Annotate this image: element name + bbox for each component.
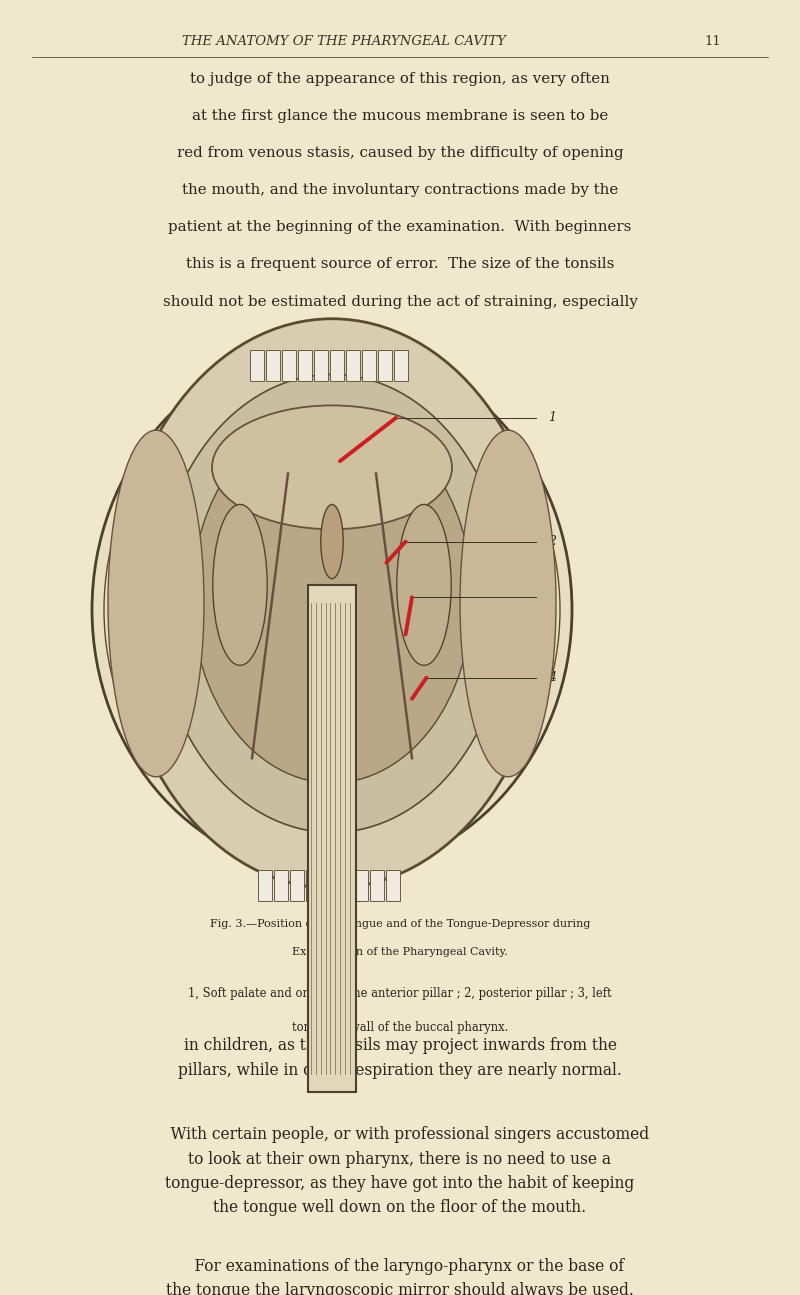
FancyBboxPatch shape: [322, 870, 335, 900]
Ellipse shape: [212, 405, 452, 530]
FancyBboxPatch shape: [378, 350, 391, 381]
Text: For examinations of the laryngo-pharynx or the base of
the tongue the laryngosco: For examinations of the laryngo-pharynx …: [166, 1257, 634, 1295]
Ellipse shape: [192, 412, 472, 783]
FancyBboxPatch shape: [290, 870, 303, 900]
FancyBboxPatch shape: [394, 350, 407, 381]
Ellipse shape: [156, 374, 508, 833]
FancyBboxPatch shape: [386, 870, 399, 900]
Ellipse shape: [460, 430, 556, 777]
Ellipse shape: [108, 430, 204, 777]
Ellipse shape: [92, 344, 572, 874]
Text: 1: 1: [548, 412, 556, 425]
Text: should not be estimated during the act of straining, especially: should not be estimated during the act o…: [162, 295, 638, 308]
FancyBboxPatch shape: [308, 585, 356, 1093]
FancyBboxPatch shape: [282, 350, 295, 381]
Text: patient at the beginning of the examination.  With beginners: patient at the beginning of the examinat…: [168, 220, 632, 234]
Ellipse shape: [116, 319, 548, 888]
Text: 2: 2: [548, 535, 556, 548]
FancyBboxPatch shape: [314, 350, 327, 381]
FancyBboxPatch shape: [354, 870, 367, 900]
FancyBboxPatch shape: [274, 870, 287, 900]
Text: 4: 4: [548, 671, 556, 684]
Text: red from venous stasis, caused by the difficulty of opening: red from venous stasis, caused by the di…: [177, 146, 623, 161]
Ellipse shape: [321, 505, 343, 579]
Text: 3: 3: [548, 591, 556, 603]
FancyBboxPatch shape: [306, 870, 319, 900]
Text: Examination of the Pharyngeal Cavity.: Examination of the Pharyngeal Cavity.: [292, 947, 508, 957]
FancyBboxPatch shape: [266, 350, 279, 381]
Text: this is a frequent source of error.  The size of the tonsils: this is a frequent source of error. The …: [186, 258, 614, 272]
FancyBboxPatch shape: [370, 870, 383, 900]
FancyBboxPatch shape: [330, 350, 343, 381]
Text: in children, as the tonsils may project inwards from the
pillars, while in quiet: in children, as the tonsils may project …: [178, 1037, 622, 1079]
Text: to judge of the appearance of this region, as very often: to judge of the appearance of this regio…: [190, 71, 610, 85]
Text: tonsil ; 4, wall of the buccal pharynx.: tonsil ; 4, wall of the buccal pharynx.: [292, 1020, 508, 1033]
FancyBboxPatch shape: [258, 870, 271, 900]
Text: the mouth, and the involuntary contractions made by the: the mouth, and the involuntary contracti…: [182, 183, 618, 197]
Ellipse shape: [397, 505, 451, 666]
Text: 11: 11: [704, 35, 721, 48]
Text: at the first glance the mucous membrane is seen to be: at the first glance the mucous membrane …: [192, 109, 608, 123]
FancyBboxPatch shape: [346, 350, 359, 381]
FancyBboxPatch shape: [338, 870, 351, 900]
FancyBboxPatch shape: [298, 350, 311, 381]
FancyBboxPatch shape: [362, 350, 375, 381]
Text: 1, Soft palate and origin of the anterior pillar ; 2, posterior pillar ; 3, left: 1, Soft palate and origin of the anterio…: [188, 987, 612, 1000]
FancyBboxPatch shape: [250, 350, 263, 381]
Text: With certain people, or with professional singers accustomed
to look at their ow: With certain people, or with professiona…: [151, 1127, 649, 1216]
Text: THE ANATOMY OF THE PHARYNGEAL CAVITY: THE ANATOMY OF THE PHARYNGEAL CAVITY: [182, 35, 506, 48]
Ellipse shape: [213, 505, 267, 666]
Text: Fig. 3.—Position of the Tongue and of the Tongue-Depressor during: Fig. 3.—Position of the Tongue and of th…: [210, 918, 590, 929]
